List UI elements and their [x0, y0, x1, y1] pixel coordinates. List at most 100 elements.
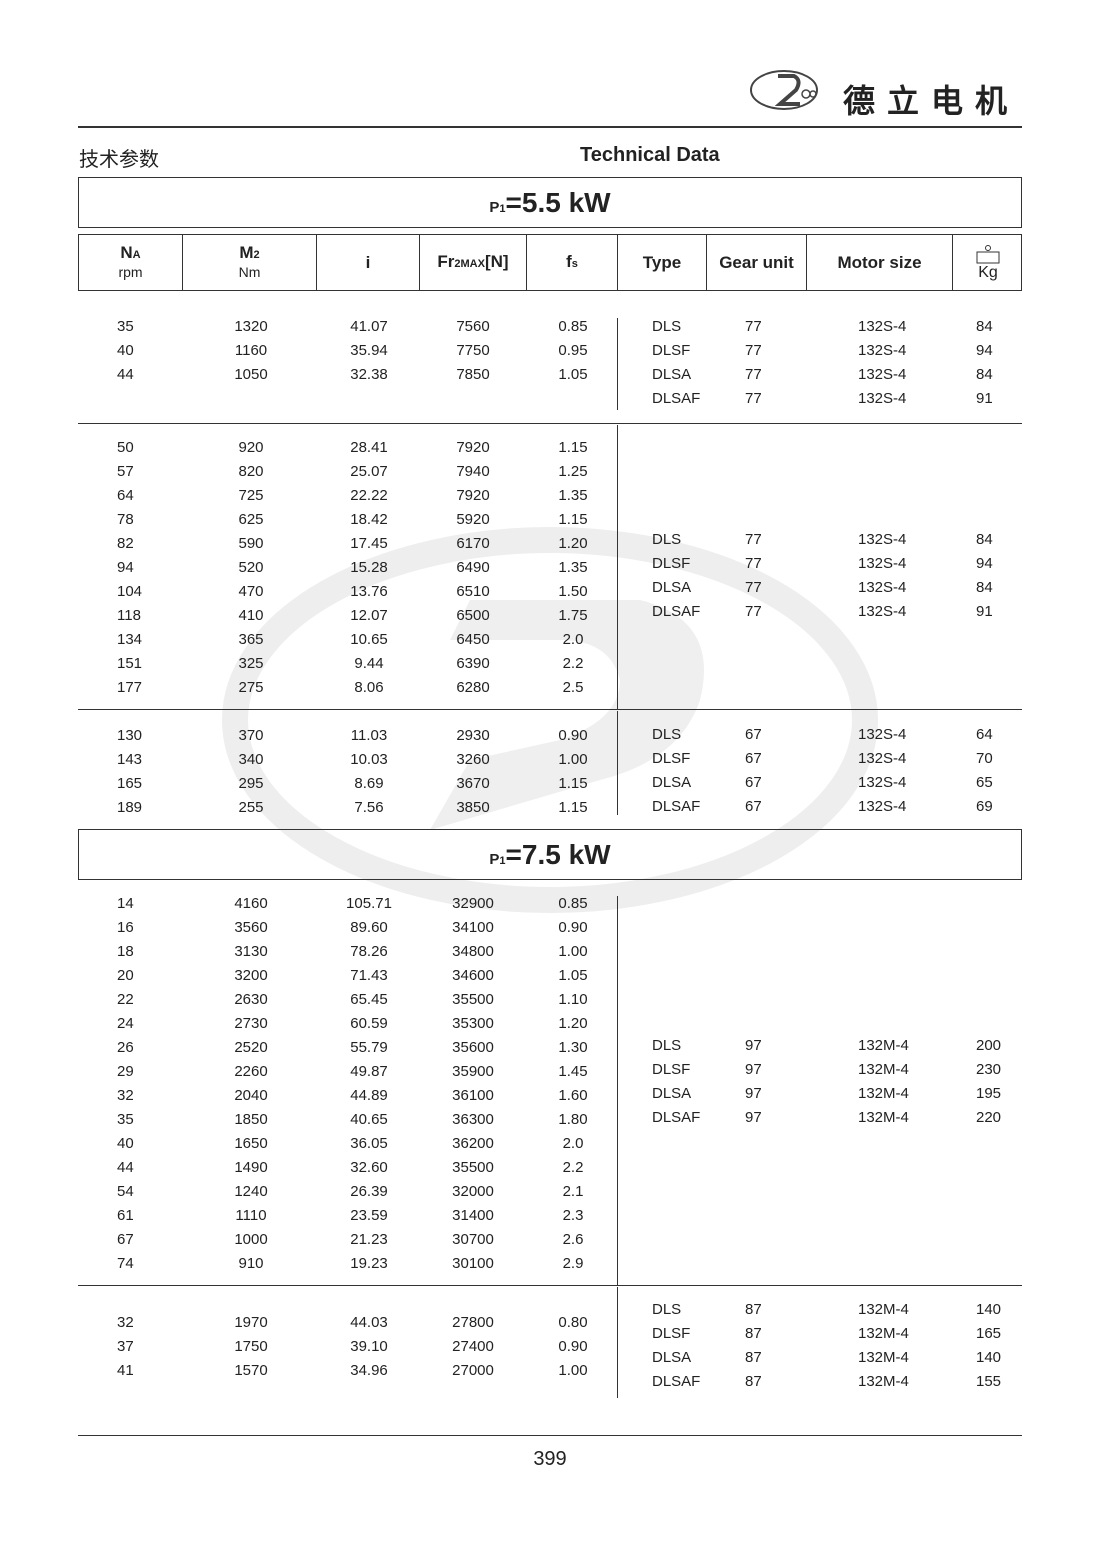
- cell-gear-unit: 97: [745, 1109, 762, 1126]
- cell-type: DLS: [652, 318, 682, 335]
- cell-fr2max: 7850: [456, 366, 490, 383]
- cell-na-rpm: 67: [117, 1231, 134, 1248]
- cell-type: DLSA: [652, 1085, 692, 1102]
- cell-gear-unit: 77: [745, 390, 762, 407]
- group-divider: [78, 709, 1022, 710]
- cell-fs: 1.35: [558, 559, 588, 576]
- cell-ratio-i: 25.07: [350, 463, 388, 480]
- cell-fr2max: 30700: [452, 1231, 494, 1248]
- cell-motor-size: 132M-4: [858, 1037, 909, 1054]
- cell-weight-kg: 200: [976, 1037, 1002, 1054]
- cell-gear-unit: 67: [745, 750, 762, 767]
- cell-fs: 0.80: [558, 1314, 588, 1331]
- cell-weight-kg: 69: [976, 798, 993, 815]
- group-divider: [78, 1285, 1022, 1286]
- cell-fr2max: 34800: [452, 943, 494, 960]
- cell-fs: 1.15: [558, 799, 588, 816]
- cell-fr2max: 7940: [456, 463, 490, 480]
- cell-fs: 1.35: [558, 487, 588, 504]
- cell-fr2max: 36300: [452, 1111, 494, 1128]
- cell-motor-size: 132M-4: [858, 1349, 909, 1366]
- cell-type: DLSF: [652, 750, 691, 767]
- cell-weight-kg: 91: [976, 390, 993, 407]
- cell-m2-nm: 2730: [234, 1015, 268, 1032]
- cell-type: DLSAF: [652, 1109, 701, 1126]
- cell-weight-kg: 84: [976, 318, 993, 335]
- cell-ratio-i: 55.79: [350, 1039, 388, 1056]
- cell-ratio-i: 36.05: [350, 1135, 388, 1152]
- cell-na-rpm: 104: [117, 583, 143, 600]
- cell-m2-nm: 725: [238, 487, 264, 504]
- cell-fr2max: 5920: [456, 511, 490, 528]
- cell-ratio-i: 44.03: [350, 1314, 388, 1331]
- cell-fr2max: 34600: [452, 967, 494, 984]
- cell-fs: 1.05: [558, 967, 588, 984]
- cell-na-rpm: 57: [117, 463, 134, 480]
- cell-fs: 2.3: [562, 1207, 584, 1224]
- table-header: NA rpm M2 Nm i Fr2MAX[N] fs Type Gear unit…: [78, 234, 1022, 291]
- cell-fr2max: 35500: [452, 991, 494, 1008]
- cell-type: DLS: [652, 726, 682, 743]
- cell-fr2max: 6280: [456, 679, 490, 696]
- cell-fs: 2.2: [562, 655, 584, 672]
- cell-fs: 1.15: [558, 775, 588, 792]
- cell-ratio-i: 105.71: [346, 895, 392, 912]
- cell-ratio-i: 28.41: [350, 439, 388, 456]
- cell-fs: 1.20: [558, 535, 588, 552]
- cell-m2-nm: 1490: [234, 1159, 268, 1176]
- cell-fr2max: 30100: [452, 1255, 494, 1272]
- cell-m2-nm: 2040: [234, 1087, 268, 1104]
- cell-na-rpm: 82: [117, 535, 134, 552]
- cell-fr2max: 34100: [452, 919, 494, 936]
- cell-fs: 1.00: [558, 751, 588, 768]
- col-type: Type: [642, 253, 682, 272]
- cell-fs: 2.6: [562, 1231, 584, 1248]
- cell-motor-size: 132M-4: [858, 1109, 909, 1126]
- cell-ratio-i: 78.26: [350, 943, 388, 960]
- cell-na-rpm: 24: [117, 1015, 134, 1032]
- cell-ratio-i: 13.76: [350, 583, 388, 600]
- brand-logo: [748, 68, 820, 119]
- cell-ratio-i: 32.38: [350, 366, 388, 383]
- cell-weight-kg: 94: [976, 555, 993, 572]
- cell-ratio-i: 26.39: [350, 1183, 388, 1200]
- cell-fs: 1.30: [558, 1039, 588, 1056]
- cell-fs: 1.25: [558, 463, 588, 480]
- cell-m2-nm: 1650: [234, 1135, 268, 1152]
- cell-m2-nm: 340: [238, 751, 264, 768]
- cell-na-rpm: 40: [117, 1135, 134, 1152]
- cell-motor-size: 132M-4: [858, 1373, 909, 1390]
- cell-gear-unit: 87: [745, 1349, 762, 1366]
- col-kg: Kg: [953, 235, 1023, 290]
- cell-type: DLS: [652, 531, 682, 548]
- cell-m2-nm: 4160: [234, 895, 268, 912]
- cell-ratio-i: 23.59: [350, 1207, 388, 1224]
- cell-fr2max: 6450: [456, 631, 490, 648]
- cell-type: DLSAF: [652, 798, 701, 815]
- cell-na-rpm: 177: [117, 679, 143, 696]
- cell-na-rpm: 64: [117, 487, 134, 504]
- cell-fr2max: 7920: [456, 487, 490, 504]
- cell-fr2max: 31400: [452, 1207, 494, 1224]
- group-divider: [78, 423, 1022, 424]
- cell-weight-kg: 140: [976, 1301, 1002, 1318]
- cell-gear-unit: 77: [745, 366, 762, 383]
- col-i: i: [365, 253, 371, 272]
- cell-motor-size: 132M-4: [858, 1061, 909, 1078]
- column-divider: [617, 711, 618, 815]
- cell-fs: 0.90: [558, 919, 588, 936]
- cell-gear-unit: 87: [745, 1325, 762, 1342]
- cell-type: DLSA: [652, 1349, 692, 1366]
- cell-motor-size: 132M-4: [858, 1085, 909, 1102]
- cell-na-rpm: 18: [117, 943, 134, 960]
- cell-motor-size: 132M-4: [858, 1301, 909, 1318]
- cell-na-rpm: 44: [117, 1159, 134, 1176]
- cell-na-rpm: 61: [117, 1207, 134, 1224]
- brand-name: 德立电机: [843, 82, 1020, 120]
- cell-fs: 1.05: [558, 366, 588, 383]
- cell-type: DLS: [652, 1301, 682, 1318]
- cell-ratio-i: 8.06: [354, 679, 384, 696]
- cell-fs: 1.10: [558, 991, 588, 1008]
- cell-motor-size: 132M-4: [858, 1325, 909, 1342]
